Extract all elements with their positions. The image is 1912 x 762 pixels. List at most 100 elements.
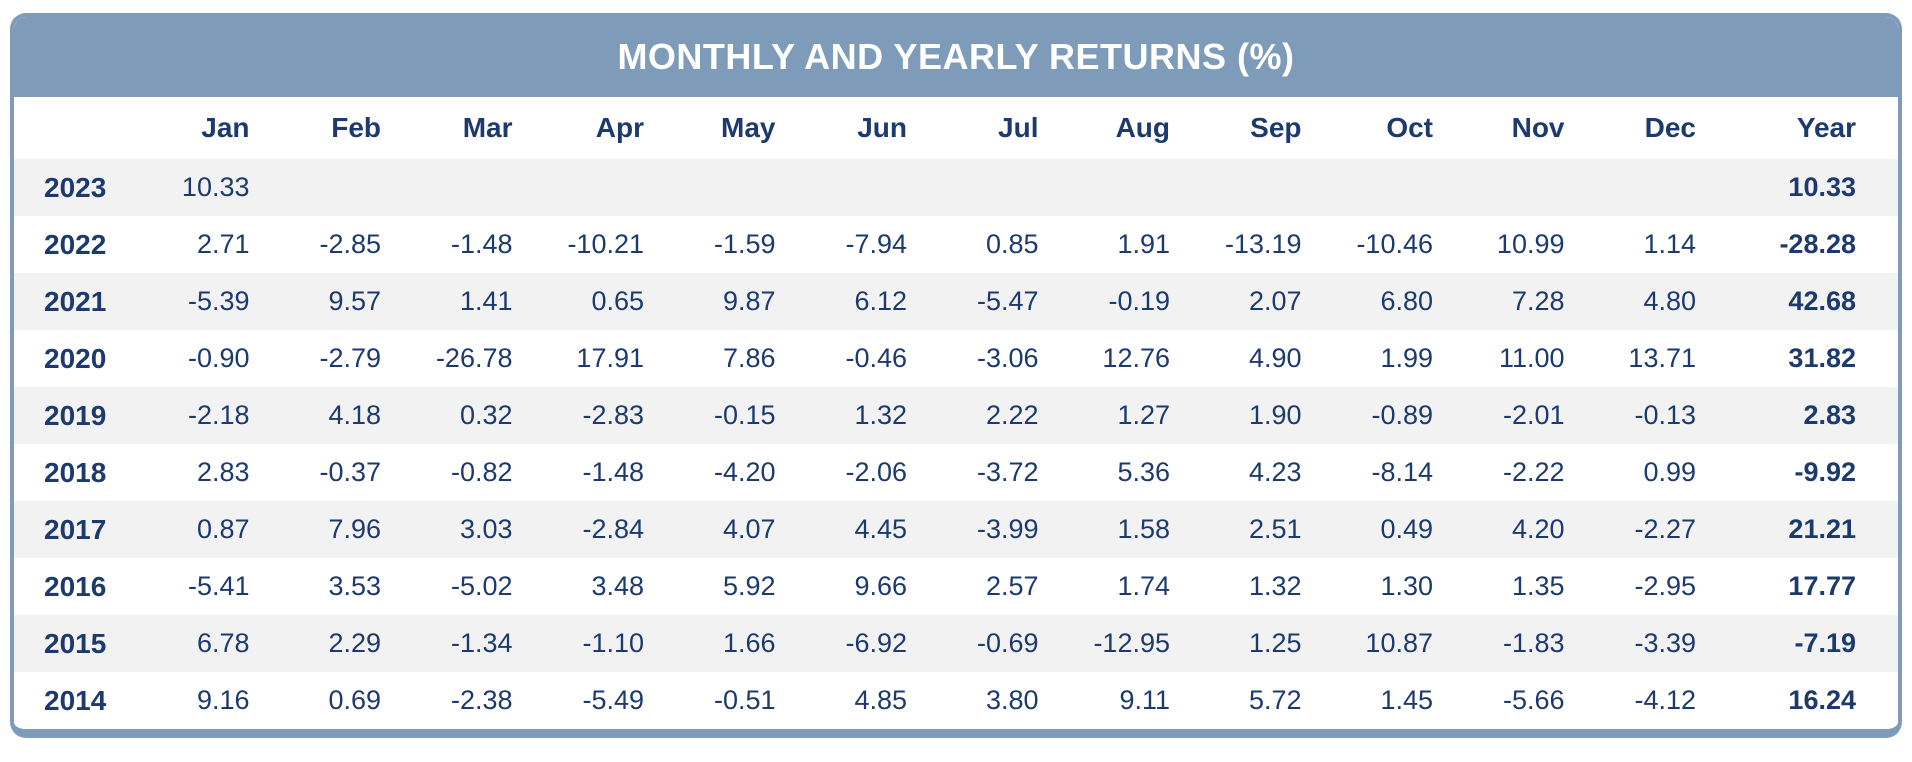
return-cell: 1.45 — [1380, 685, 1433, 715]
year-total-cell: 16.24 — [1788, 685, 1856, 715]
return-cell — [921, 159, 1053, 216]
table-row-2022: 2022 2.71 -2.85 -1.48 -10.21 -1.59 -7.94 0.85 1.… — [14, 216, 1898, 273]
return-cell: 2.71 — [196, 229, 250, 259]
year-label: 2021 — [44, 285, 107, 317]
return-cell: -1.10 — [582, 628, 644, 658]
table-row-2017: 2017 0.87 7.96 3.03 -2.84 4.07 4.45 -3.99 1.58 2.… — [14, 501, 1898, 558]
year-total-cell: -9.92 — [1794, 457, 1856, 487]
year-label: 2023 — [44, 171, 107, 203]
corner-header — [14, 97, 132, 159]
return-cell: 0.49 — [1380, 514, 1433, 544]
table-row-2015: 2015 6.78 2.29 -1.34 -1.10 1.66 -6.92 -0.69 -12.… — [14, 615, 1898, 672]
return-cell: -0.13 — [1634, 400, 1696, 430]
return-cell: -1.34 — [450, 628, 513, 658]
return-cell: -26.78 — [435, 343, 513, 373]
return-cell: -5.47 — [976, 286, 1039, 316]
return-cell: 1.90 — [1248, 400, 1302, 430]
return-cell: 2.51 — [1248, 514, 1302, 544]
return-cell: -4.12 — [1634, 685, 1696, 715]
return-cell: -1.59 — [713, 229, 776, 259]
return-cell: -2.95 — [1634, 571, 1696, 601]
table-row-2014: 2014 9.16 0.69 -2.38 -5.49 -0.51 4.85 3.80 9.11 5… — [14, 672, 1898, 729]
return-cell: 1.41 — [459, 286, 513, 316]
return-cell: -0.89 — [1371, 400, 1433, 430]
year-total-cell: -7.19 — [1794, 628, 1856, 658]
return-cell: 13.71 — [1628, 343, 1696, 373]
return-cell: -0.90 — [187, 343, 250, 373]
column-header-dec: Dec — [1644, 112, 1696, 143]
return-cell: 2.22 — [985, 400, 1039, 430]
return-cell: 1.58 — [1117, 514, 1170, 544]
year-label: 2016 — [44, 570, 107, 602]
return-cell: 4.07 — [722, 514, 776, 544]
return-cell: 1.32 — [1248, 571, 1302, 601]
column-header-apr: Apr — [595, 112, 644, 143]
return-cell: 6.80 — [1380, 286, 1433, 316]
return-cell: -5.66 — [1502, 685, 1565, 715]
year-label: 2014 — [44, 684, 107, 716]
column-header-may: May — [721, 112, 776, 143]
return-cell: 5.92 — [722, 571, 776, 601]
return-cell: 9.87 — [722, 286, 776, 316]
return-cell: 7.86 — [722, 343, 776, 373]
return-cell: 3.80 — [985, 685, 1039, 715]
return-cell: 9.66 — [854, 571, 907, 601]
return-cell: -3.06 — [976, 343, 1039, 373]
return-cell: -5.49 — [582, 685, 644, 715]
return-cell: -2.38 — [450, 685, 513, 715]
column-header-jul: Jul — [998, 112, 1039, 143]
return-cell: 0.65 — [591, 286, 644, 316]
return-cell — [1579, 159, 1711, 216]
return-cell: 1.14 — [1643, 229, 1696, 259]
return-cell: 10.99 — [1496, 229, 1565, 259]
returns-table-card: MONTHLY AND YEARLY RETURNS (%) Jan Feb Mar… — [10, 13, 1902, 738]
return-cell: 5.36 — [1117, 457, 1170, 487]
return-cell: -2.84 — [582, 514, 644, 544]
column-header-nov: Nov — [1511, 112, 1565, 143]
year-total-cell: 17.77 — [1788, 571, 1856, 601]
return-cell: 9.16 — [196, 685, 250, 715]
column-header-jun: Jun — [857, 112, 907, 143]
return-cell — [790, 159, 922, 216]
year-total-cell: 42.68 — [1788, 286, 1856, 316]
return-cell: -2.79 — [319, 343, 381, 373]
return-cell: -2.18 — [187, 400, 250, 430]
column-header-jan: Jan — [201, 112, 250, 143]
return-cell — [264, 159, 396, 216]
year-label: 2018 — [44, 456, 107, 488]
returns-table: Jan Feb Mar Apr May Jun Jul Aug Sep Oct Nov Dec Year… — [14, 97, 1898, 729]
return-cell: 4.85 — [854, 685, 907, 715]
return-cell: -2.01 — [1502, 400, 1565, 430]
return-cell: -3.39 — [1634, 628, 1696, 658]
return-cell — [1316, 159, 1448, 216]
column-header-aug: Aug — [1115, 112, 1170, 143]
return-cell: -8.14 — [1371, 457, 1433, 487]
return-cell — [658, 159, 790, 216]
return-cell: -7.94 — [845, 229, 907, 259]
return-cell: -1.83 — [1502, 628, 1565, 658]
year-total-cell: 10.33 — [1788, 172, 1856, 202]
return-cell: 4.23 — [1248, 457, 1302, 487]
return-cell: -0.69 — [976, 628, 1039, 658]
table-row-2019: 2019 -2.18 4.18 0.32 -2.83 -0.15 1.32 2.22 1.27 1… — [14, 387, 1898, 444]
return-cell: 6.12 — [854, 286, 907, 316]
return-cell: 0.32 — [459, 400, 513, 430]
return-cell: 11.00 — [1498, 343, 1565, 373]
return-cell: -5.02 — [450, 571, 513, 601]
return-cell: -0.46 — [845, 343, 907, 373]
return-cell: -1.48 — [582, 457, 644, 487]
return-cell: 2.57 — [985, 571, 1039, 601]
year-label: 2015 — [44, 627, 107, 659]
table-body: 2023 10.33 10.33 2022 2.71 -2.85 -1.48 -10.21 -1… — [14, 159, 1898, 729]
return-cell: 1.27 — [1117, 400, 1170, 430]
return-cell — [1053, 159, 1185, 216]
return-cell: 2.07 — [1248, 286, 1302, 316]
return-cell: 7.28 — [1511, 286, 1565, 316]
year-total-cell: -28.28 — [1779, 229, 1856, 259]
return-cell: 0.87 — [196, 514, 250, 544]
year-label: 2017 — [44, 513, 107, 545]
return-cell — [395, 159, 527, 216]
table-row-2020: 2020 -0.90 -2.79 -26.78 17.91 7.86 -0.46 -3.06 1… — [14, 330, 1898, 387]
return-cell: 5.72 — [1248, 685, 1302, 715]
return-cell: 1.66 — [722, 628, 776, 658]
